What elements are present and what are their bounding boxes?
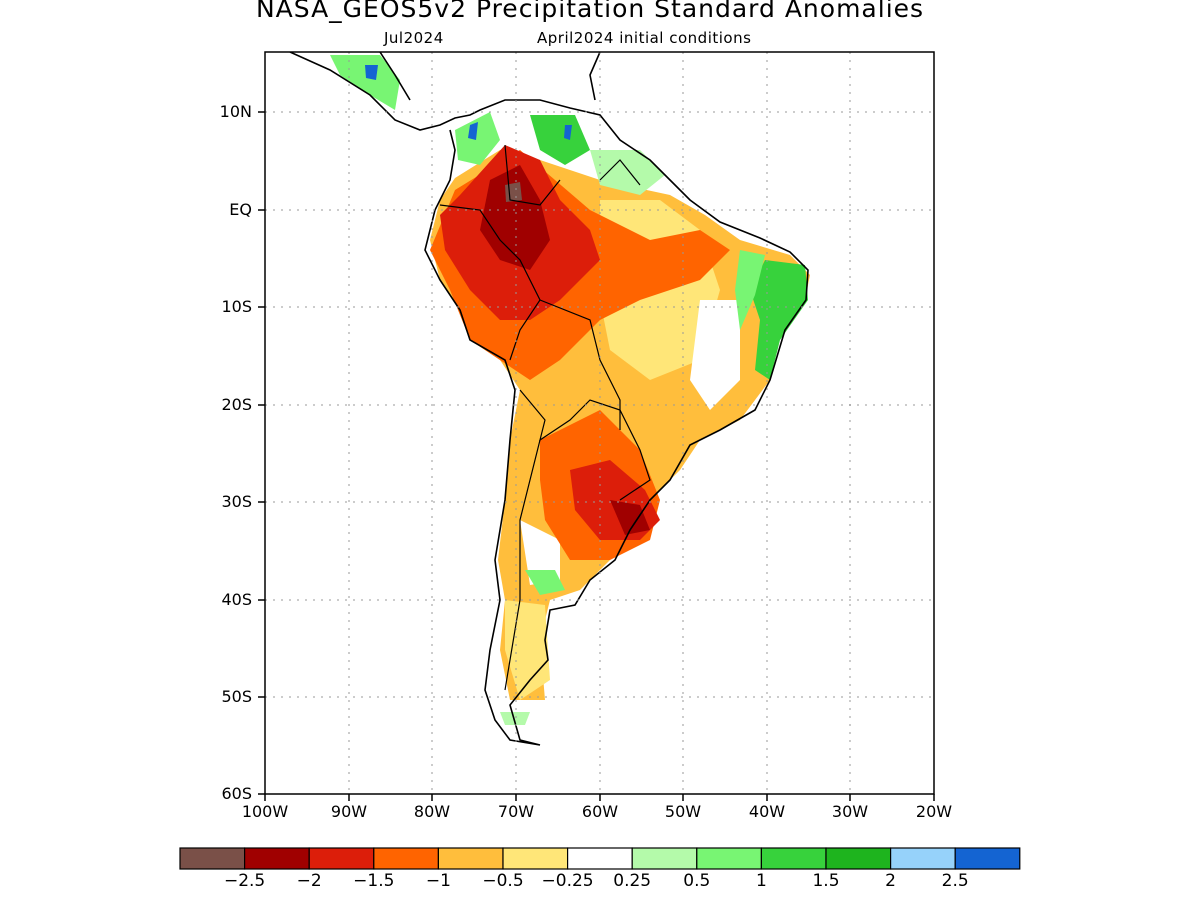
wet-anomaly-north	[455, 112, 500, 165]
dark-red-south	[610, 500, 650, 535]
colorbar	[179, 847, 1021, 870]
colorbar-swatch	[631, 847, 698, 870]
colorbar-label: −1	[425, 871, 451, 891]
country-borders	[439, 144, 651, 691]
wet-anomaly-central-america	[330, 55, 400, 110]
colorbar-swatch	[502, 847, 569, 870]
wet-anomaly-east-brazil	[750, 260, 808, 380]
x-label-40w: 40W	[748, 802, 786, 821]
wet-anomaly-east-brazil-light	[735, 250, 765, 330]
colorbar-label: −2	[296, 871, 322, 891]
x-label-90w: 90W	[330, 802, 368, 821]
colorbar-swatch	[760, 847, 827, 870]
x-label-20w: 20W	[915, 802, 953, 821]
colorbar-swatch	[244, 847, 310, 870]
colorbar-swatch	[437, 847, 504, 870]
colorbar-label: 2	[885, 871, 896, 891]
initial-conditions: April2024 initial conditions	[537, 29, 752, 47]
colorbar-label: −1.5	[353, 871, 395, 891]
colorbar-label: 2.5	[941, 871, 969, 891]
y-label-30s: 30S	[221, 492, 252, 511]
colorbar-label: −0.25	[541, 871, 594, 891]
forecast-month: Jul2024	[384, 29, 444, 47]
colorbar-label: −0.5	[482, 871, 524, 891]
colorbar-label: 0.5	[683, 871, 711, 891]
dark-red-core	[480, 165, 550, 270]
x-label-60w: 60W	[581, 802, 619, 821]
near-normal-patch-south	[520, 520, 560, 585]
strong-wet-spot-1	[468, 122, 478, 140]
x-label-50w: 50W	[664, 802, 702, 821]
y-label-eq: EQ	[229, 200, 252, 219]
colorbar-swatch	[889, 847, 956, 870]
chart-title: NASA_GEOS5v2 Precipitation Standard Anom…	[255, 0, 925, 23]
x-label-100w: 100W	[241, 802, 289, 821]
colorbar-swatch	[179, 847, 246, 870]
wet-anomaly-tierra-del-fuego	[500, 712, 530, 725]
y-label-20s: 20S	[221, 395, 252, 414]
colorbar-label: 1	[755, 871, 767, 891]
colorbar-swatch	[566, 847, 633, 870]
y-label-10s: 10S	[221, 297, 252, 316]
x-label-30w: 30W	[831, 802, 869, 821]
y-label-10n: 10N	[219, 102, 252, 121]
axis-ticks	[258, 111, 935, 801]
colorbar-swatch	[696, 847, 762, 870]
colorbar-label: −2.5	[223, 871, 266, 891]
colorbar-label: 1.5	[812, 871, 840, 891]
strong-wet-spot-2	[564, 125, 572, 140]
x-label-70w: 70W	[497, 802, 535, 821]
x-label-80w: 80W	[413, 802, 451, 821]
colorbar-swatch	[954, 847, 1021, 870]
wet-anomaly-venezuela	[530, 115, 590, 165]
near-normal-patch	[690, 300, 740, 410]
colorbar-swatch	[308, 847, 375, 870]
y-label-50s: 50S	[221, 687, 252, 706]
colorbar-swatch	[373, 847, 439, 870]
y-label-60s: 60S	[221, 784, 252, 803]
y-label-40s: 40S	[221, 590, 252, 609]
colorbar-label: 0.25	[613, 871, 652, 891]
wet-anomaly-guiana	[590, 150, 665, 195]
anomaly-field	[330, 55, 810, 725]
wet-anomaly-patagonia	[525, 570, 565, 595]
extreme-anomaly-spot	[505, 182, 522, 202]
coastlines	[289, 52, 809, 746]
strong-wet-spot-3	[365, 65, 378, 80]
colorbar-swatch	[825, 847, 892, 870]
